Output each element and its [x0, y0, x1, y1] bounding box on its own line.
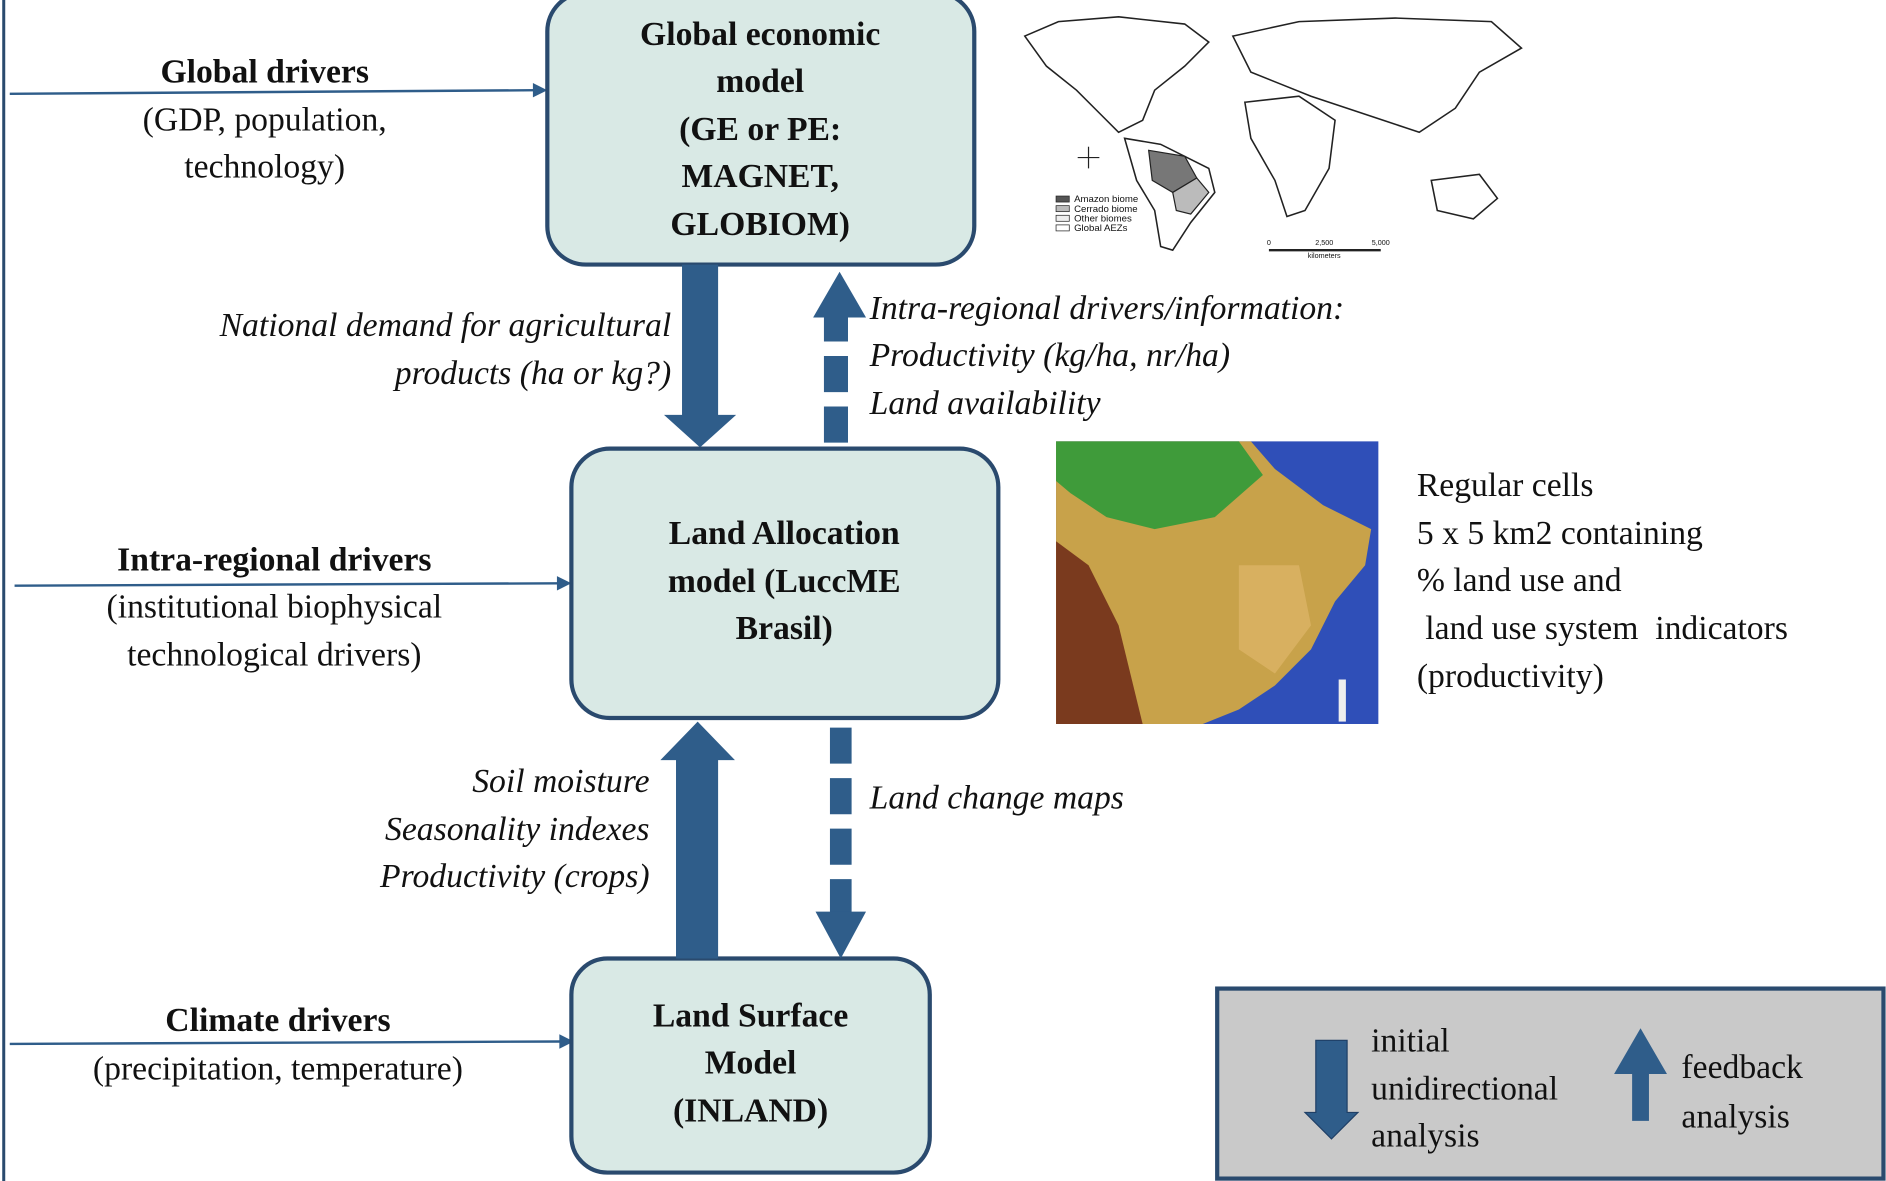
node-label: (INLAND) [673, 1092, 828, 1129]
solid-up-arrow [660, 722, 735, 959]
driver-detail: (institutional biophysical [107, 588, 443, 625]
arrow-head [557, 576, 571, 590]
driver-detail: (GDP, population, [143, 101, 387, 138]
legend: initial unidirectional analysis feedback… [1217, 989, 1883, 1179]
driver-detail: technological drivers) [127, 637, 421, 674]
legend-swatch [1056, 196, 1069, 202]
node-label: MAGNET, [682, 158, 839, 195]
map-legend-label: Global AEZs [1074, 223, 1128, 234]
node-label: Global economic [640, 16, 880, 53]
note-line: 5 x 5 km2 containing [1417, 515, 1703, 552]
driver-arrow [10, 1041, 563, 1043]
arrow-head [533, 83, 547, 97]
flow-label: Land change maps [869, 780, 1124, 817]
diagram: Global drivers (GDP, population, technol… [0, 0, 1886, 1181]
node-label: Model [705, 1044, 797, 1081]
driver-arrow [15, 583, 561, 585]
node-label: model (LuccME [668, 563, 901, 600]
arrow-head [813, 272, 866, 318]
legend-label: initial [1371, 1023, 1450, 1060]
brazil-map [1056, 441, 1378, 724]
legend-label: feedback [1681, 1049, 1803, 1086]
driver-detail: technology) [184, 148, 345, 185]
node-label: Brasil) [736, 610, 833, 647]
elevation-scale [1339, 679, 1346, 721]
arrow-head [816, 912, 867, 959]
driver-title: Intra-regional drivers [117, 542, 431, 579]
scale-label: 5,000 [1372, 238, 1390, 247]
world-map: Amazon biome Cerrado biome Other biomes … [1025, 17, 1522, 260]
flow-label: Seasonality indexes [385, 811, 650, 848]
continent [1025, 17, 1209, 132]
driver-arrow [10, 90, 537, 94]
continent [1431, 174, 1497, 218]
flow-label: Productivity (kg/ha, nr/ha) [869, 337, 1230, 374]
note-line: land use system indicators [1417, 610, 1788, 647]
driver-detail: (precipitation, temperature) [93, 1050, 463, 1087]
drivers: Global drivers (GDP, population, technol… [93, 53, 463, 1087]
node-label: Land Surface [653, 997, 848, 1034]
continent [1245, 96, 1335, 216]
legend-swatch [1056, 225, 1069, 231]
flow-label: products (ha or kg?) [393, 355, 671, 392]
legend-label: analysis [1681, 1098, 1789, 1135]
node-label: Land Allocation [669, 515, 900, 552]
node-label: model [716, 63, 804, 100]
scale-label: 2,500 [1315, 238, 1333, 247]
legend-swatch [1056, 215, 1069, 221]
solid-down-arrow [664, 265, 736, 448]
scale-label: kilometers [1308, 251, 1341, 260]
legend-swatch [1056, 206, 1069, 212]
note-line: (productivity) [1417, 658, 1604, 695]
driver-title: Climate drivers [165, 1002, 390, 1039]
scale-label: 0 [1267, 238, 1271, 247]
flow-label: Intra-regional drivers/information: [869, 290, 1345, 327]
flow-label: Soil moisture [472, 763, 649, 800]
node-label: GLOBIOM) [670, 206, 850, 243]
flow-label: Productivity (crops) [379, 858, 649, 895]
legend-label: analysis [1371, 1118, 1479, 1155]
flow-label: Land availability [869, 385, 1101, 422]
node-label: (GE or PE: [679, 111, 841, 148]
note-line: % land use and [1417, 562, 1622, 599]
grid-note: Regular cells 5 x 5 km2 containing % lan… [1417, 467, 1788, 695]
note-line: Regular cells [1417, 467, 1594, 504]
legend-label: unidirectional [1371, 1071, 1558, 1108]
driver-title: Global drivers [160, 53, 368, 90]
page: { "nodes": [ {"label": ["Global economic… [0, 0, 1886, 1181]
flow-label: National demand for agricultural [219, 307, 672, 344]
